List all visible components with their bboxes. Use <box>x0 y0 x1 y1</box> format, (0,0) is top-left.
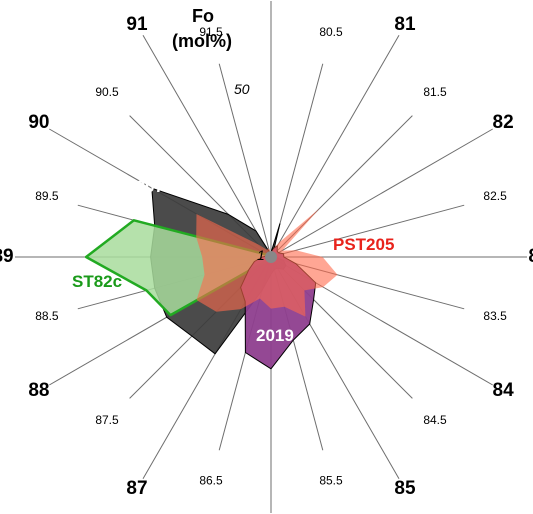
tick-label-88: 88 <box>28 380 49 401</box>
chart-subtitle: (mol%) <box>172 31 232 51</box>
tick-label-87-5: 87.5 <box>95 413 119 427</box>
scale-min-label: 1 <box>257 247 265 263</box>
series-label-st207: ST207 <box>114 177 164 196</box>
chart-title: Fo <box>192 6 214 26</box>
tick-label-84: 84 <box>493 380 515 401</box>
axis-line-82-5 <box>270 204 465 258</box>
axis-line-91 <box>142 35 272 258</box>
tick-label-83: 83 <box>528 246 533 267</box>
tick-label-86-5: 86.5 <box>199 473 223 487</box>
tick-label-83-5: 83.5 <box>483 309 507 323</box>
scale-max-label: 50 <box>234 81 250 97</box>
tick-label-85-5: 85.5 <box>319 473 343 487</box>
tick-label-89-5: 89.5 <box>35 189 59 203</box>
axis-line-82 <box>270 128 493 258</box>
tick-label-87: 87 <box>126 478 147 499</box>
tick-label-82-5: 82.5 <box>483 189 507 203</box>
tick-label-82: 82 <box>493 112 514 133</box>
series-label-st82c: ST82c <box>72 272 122 291</box>
series-polygon-pst205 <box>196 208 338 317</box>
tick-label-91: 91 <box>126 14 148 35</box>
tick-label-90-5: 90.5 <box>95 85 119 99</box>
series-polygons <box>84 187 338 370</box>
tick-label-81-5: 81.5 <box>423 85 447 99</box>
series-label-pst205: PST205 <box>333 235 394 254</box>
center-hub <box>265 251 277 263</box>
tick-label-81: 81 <box>394 14 416 35</box>
tick-label-85: 85 <box>394 478 416 499</box>
tick-label-88-5: 88.5 <box>35 309 59 323</box>
axis-line-81 <box>270 35 400 258</box>
tick-label-80-5: 80.5 <box>319 25 343 39</box>
series-label-2019: 2019 <box>256 326 294 345</box>
tick-label-89: 89 <box>0 246 14 267</box>
tick-label-90: 90 <box>28 112 49 133</box>
tick-label-84-5: 84.5 <box>423 413 447 427</box>
tick-label-91-5: 91.5 <box>199 25 223 39</box>
axis-line-91-5 <box>218 63 272 258</box>
